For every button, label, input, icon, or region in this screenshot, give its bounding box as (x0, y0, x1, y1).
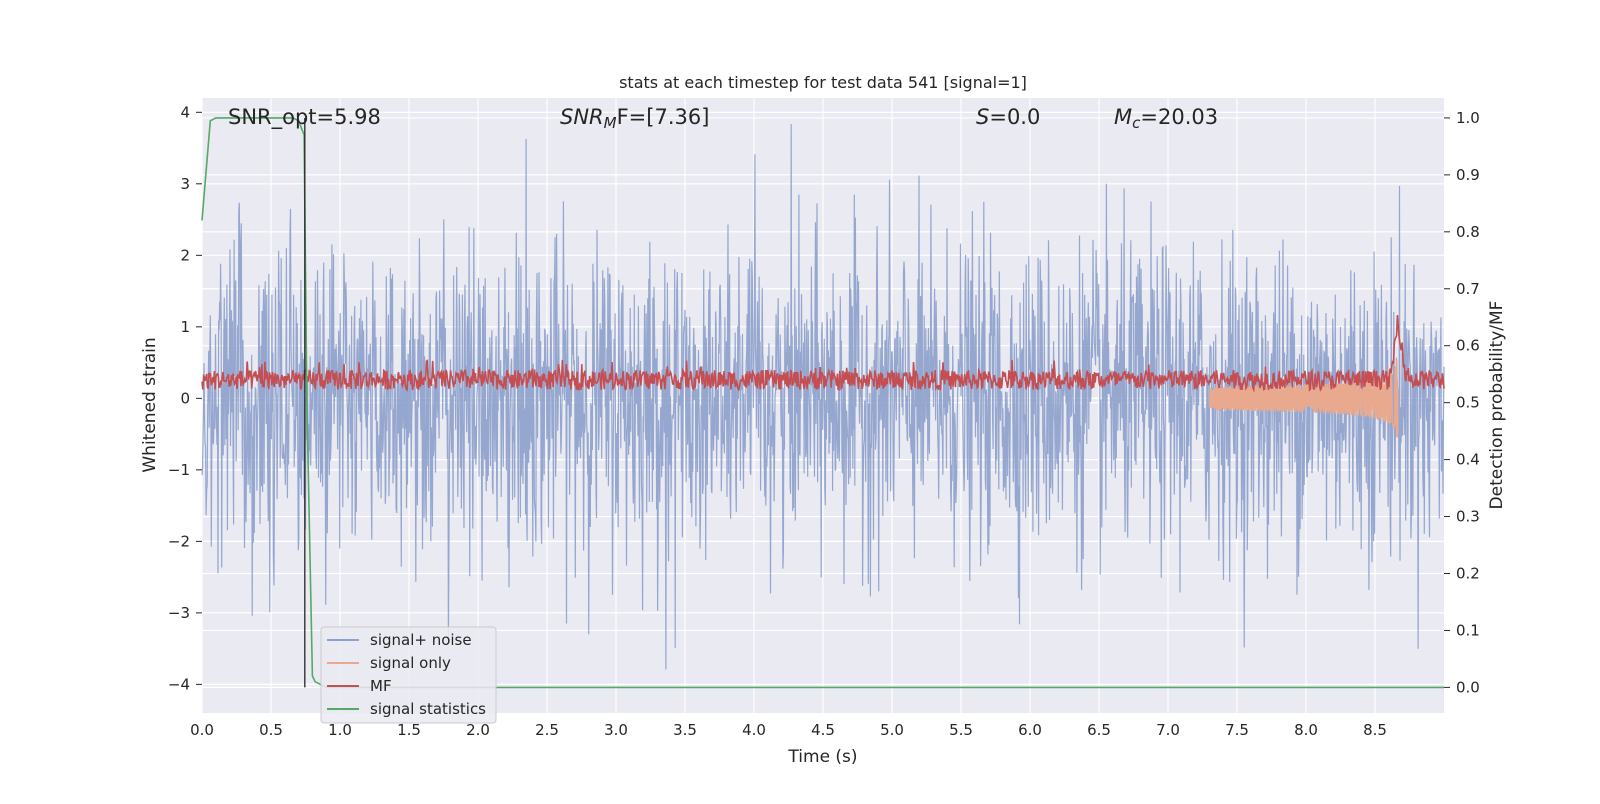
x-axis-label: Time (s) (787, 747, 857, 767)
y-left-tick-label: −1 (168, 461, 190, 479)
x-tick-label: 4.5 (811, 721, 835, 739)
y-right-tick-label: 0.4 (1456, 451, 1480, 469)
legend-label-signal-only: signal only (370, 654, 451, 672)
annotation-mc-rest: =20.03 (1140, 105, 1218, 129)
legend-label-mf: MF (370, 677, 392, 695)
y-left-tick-label: −4 (168, 675, 190, 693)
y-right-tick-label: 0.6 (1456, 337, 1480, 355)
y-right-tick-label: 0.3 (1456, 508, 1480, 526)
y-right-tick-label: 1.0 (1456, 109, 1480, 127)
y-right-tick-label: 0.2 (1456, 564, 1480, 582)
x-tick-label: 8.5 (1363, 721, 1387, 739)
mf-series (201, 315, 1445, 393)
y-left-tick-label: 0 (180, 389, 190, 407)
x-tick-label: 8.0 (1294, 721, 1318, 739)
x-tick-label: 4.0 (742, 721, 766, 739)
x-tick-label: 7.0 (1156, 721, 1180, 739)
y-right-tick-label: 0.9 (1456, 166, 1480, 184)
y-right-tick-label: 0.0 (1456, 678, 1480, 696)
annotation-s: S=0.0 (976, 105, 1040, 129)
annotation-s-main: S (976, 105, 989, 129)
y-left-tick-label: 3 (180, 175, 190, 193)
y-left-tick-label: −3 (168, 604, 190, 622)
legend-box (320, 626, 497, 724)
annotation-snr-mf-sub: M (604, 114, 617, 132)
chart-title: stats at each timestep for test data 541… (619, 73, 1027, 92)
x-tick-label: 6.0 (1018, 721, 1042, 739)
annotation-mc-main: M (1114, 105, 1132, 129)
x-tick-label: 1.5 (397, 721, 421, 739)
x-tick-label: 5.5 (949, 721, 973, 739)
x-tick-label: 7.5 (1225, 721, 1249, 739)
x-tick-label: 0.5 (259, 721, 283, 739)
y-right-tick-label: 0.1 (1456, 621, 1480, 639)
y-axis-label-right: Detection probability/MF (1487, 301, 1507, 510)
mf-line (201, 315, 1445, 393)
annotation-snr-opt: SNR_opt=5.98 (228, 105, 381, 130)
legend-label-signal-statistics: signal statistics (370, 700, 486, 718)
y-right-tick-label: 0.8 (1456, 223, 1480, 241)
annotation-snr-mf-main: SNR (560, 105, 604, 129)
y-left-tick-label: −2 (168, 532, 190, 550)
x-tick-label: 2.0 (466, 721, 490, 739)
x-tick-label: 1.0 (328, 721, 352, 739)
y-left-tick-label: 4 (180, 103, 190, 121)
x-tick-label: 2.5 (535, 721, 559, 739)
annotation-snr-mf: SNRMF=[7.36] (560, 105, 709, 132)
y-left-tick-label: 1 (180, 318, 190, 336)
y-axis-label-left: Whitened strain (140, 337, 160, 472)
y-left-tick-label: 2 (180, 246, 190, 264)
annotation-s-rest: =0.0 (989, 105, 1040, 129)
x-tick-label: 6.5 (1087, 721, 1111, 739)
legend: signal+ noise signal only MF signal stat… (320, 626, 497, 724)
signal-noise-series (201, 124, 1445, 670)
signal-noise-line (201, 124, 1445, 670)
x-tick-label: 5.0 (880, 721, 904, 739)
y-right-tick-label: 0.5 (1456, 394, 1480, 412)
legend-label-signal-noise: signal+ noise (370, 631, 472, 649)
axis-ticks: 0.0 0.5 1.0 1.5 2.0 2.5 3.0 3.5 4.0 4.5 5.0 5.5 6.0 6… (168, 103, 1480, 739)
y-right-tick-label: 0.7 (1456, 280, 1480, 298)
annotation-snr-mf-rest: F=[7.36] (617, 105, 710, 129)
x-tick-label: 3.5 (673, 721, 697, 739)
annotation-mc: Mc=20.03 (1114, 105, 1218, 132)
annotation-mc-sub: c (1132, 114, 1141, 132)
x-tick-label: 0.0 (190, 721, 214, 739)
x-tick-label: 3.0 (604, 721, 628, 739)
